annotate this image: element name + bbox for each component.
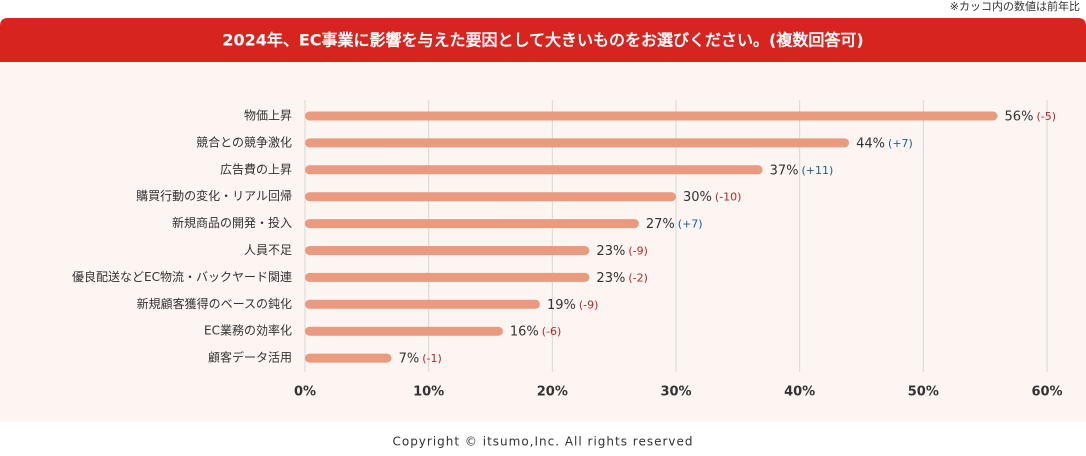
- change-label: (+7): [888, 137, 913, 150]
- x-tick-label: 40%: [784, 385, 815, 400]
- value-label: 27%: [646, 217, 675, 232]
- change-label: (-5): [1036, 110, 1056, 123]
- bar: [305, 111, 998, 121]
- y-tick-label: 人員不足: [244, 243, 292, 257]
- y-tick-label: 新規顧客獲得のベースの鈍化: [137, 296, 292, 311]
- change-label: (-1): [422, 352, 442, 365]
- x-tick-label: 10%: [413, 385, 444, 400]
- value-label: 23%: [596, 271, 625, 286]
- value-label: 44%: [856, 136, 885, 151]
- value-label: 19%: [547, 298, 576, 313]
- value-label: 16%: [510, 325, 539, 340]
- title-banner: [0, 18, 1086, 62]
- value-label: 30%: [683, 190, 712, 205]
- plot-background: [0, 62, 1086, 422]
- change-label: (-9): [628, 245, 648, 258]
- y-tick-label: EC業務の効率化: [204, 323, 292, 338]
- bar: [305, 272, 590, 282]
- change-label: (-10): [715, 191, 742, 204]
- y-tick-label: 購買行動の変化・リアル回帰: [136, 188, 292, 203]
- x-tick-label: 30%: [660, 385, 691, 400]
- y-tick-label: 優良配送などEC物流・バックヤード関連: [72, 269, 292, 284]
- value-label: 7%: [399, 352, 420, 367]
- x-tick-label: 50%: [908, 385, 939, 400]
- bar: [305, 353, 392, 363]
- bar: [305, 246, 590, 255]
- bar: [305, 192, 676, 202]
- value-label: 56%: [1005, 110, 1034, 125]
- bar: [305, 165, 763, 175]
- y-tick-label: 新規商品の開発・投入: [172, 215, 292, 230]
- y-tick-label: 競合との競争激化: [196, 134, 292, 149]
- note: ※カッコ内の数値は前年比: [950, 0, 1080, 13]
- change-label: (+7): [678, 218, 703, 231]
- change-label: (-9): [579, 298, 599, 311]
- value-label: 23%: [596, 244, 625, 259]
- x-tick-label: 0%: [294, 385, 316, 400]
- y-tick-label: 物価上昇: [244, 109, 292, 123]
- x-tick-label: 20%: [537, 385, 568, 400]
- y-tick-label: 広告費の上昇: [220, 161, 292, 176]
- bar: [305, 326, 503, 336]
- change-label: (-2): [628, 271, 648, 284]
- bar: [305, 299, 540, 309]
- change-label: (-6): [542, 325, 562, 338]
- change-label: (+11): [801, 164, 833, 177]
- value-label: 37%: [770, 163, 799, 178]
- x-tick-label: 60%: [1031, 385, 1062, 400]
- y-tick-label: 顧客データ活用: [208, 350, 292, 365]
- bar: [305, 138, 850, 148]
- bar: [305, 219, 639, 229]
- footer: Copyright © itsumo,Inc. All rights reser…: [392, 435, 693, 449]
- chart-title: 2024年、EC事業に影響を与えた要因として大きいものをお選びください。(複数回…: [222, 31, 863, 50]
